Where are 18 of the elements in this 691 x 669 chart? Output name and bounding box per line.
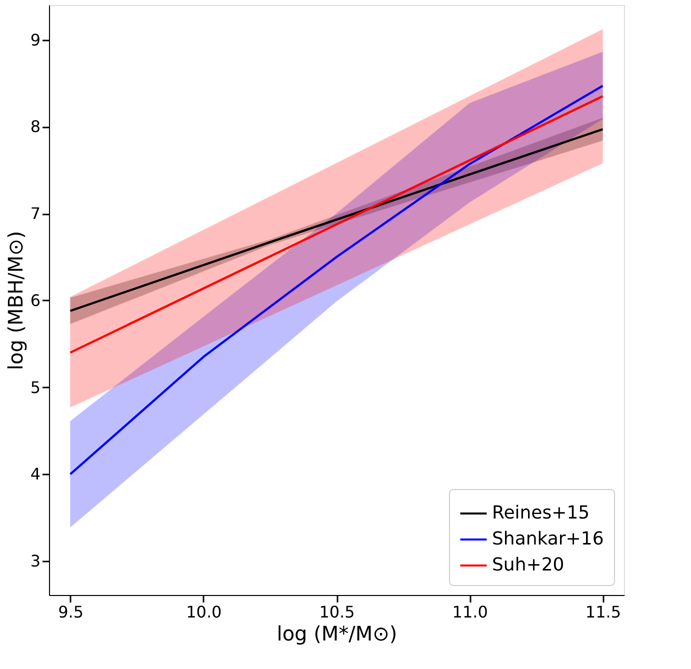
legend-label: Suh+20 [492,554,564,576]
y-axis-title: log (MBH/M⊙) [3,230,28,370]
x-tick-label: 10.5 [319,602,355,622]
x-tick-label: 10.0 [186,602,222,622]
y-tick-label: 6 [30,290,40,310]
line-series [69,84,604,476]
legend-label: Shankar+16 [492,528,604,550]
y-tick-label: 3 [30,552,40,571]
x-axis-title: log (M*/M⊙) [276,622,398,646]
y-tick-label: 7 [30,204,40,224]
legend-label: Reines+15 [492,502,590,524]
y-tick-label: 8 [30,117,40,136]
y-tick-label: 4 [30,464,40,484]
x-tick-label: 9.5 [58,602,84,622]
x-tick-label: 11.0 [452,602,488,622]
y-tick-label: 9 [30,30,40,50]
x-tick-label: 11.5 [585,602,622,622]
y-tick-label: 5 [30,378,40,397]
